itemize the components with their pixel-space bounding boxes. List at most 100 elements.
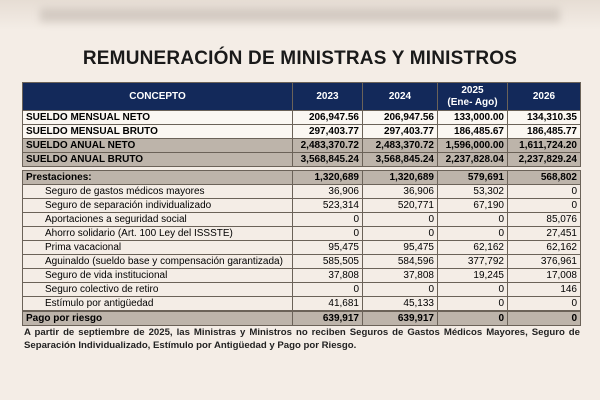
cell-value: 67,190 (437, 198, 508, 213)
cell-value: 520,771 (362, 198, 438, 213)
table-row: Seguro de gastos médicos mayores 36,906 36… (22, 184, 581, 199)
cell-value: 0 (362, 226, 438, 241)
cell-value: 134,310.35 (507, 110, 581, 125)
cell-value: 95,475 (362, 240, 438, 255)
cell-value: 523,314 (292, 198, 363, 213)
cell-value: 45,133 (362, 296, 438, 311)
page-title: REMUNERACIÓN DE MINISTRAS Y MINISTROS (82, 48, 518, 69)
cell-value: 584,596 (362, 254, 438, 269)
table-row: Seguro de separación individualizado 523,… (22, 198, 581, 213)
cell-value: 639,917 (362, 311, 438, 326)
header-row: CONCEPTO 2023 2024 2025 (Ene- Ago) 2026 (22, 82, 581, 111)
cell-value: 1,596,000.00 (437, 138, 508, 153)
table-row: Estímulo por antigüedad 41,681 45,133 0 0 (22, 296, 581, 311)
table-row: SUELDO MENSUAL NETO 206,947.56 206,947.56 1… (22, 110, 581, 125)
row-label: SUELDO ANUAL NETO (22, 138, 293, 153)
header-2024: 2024 (362, 82, 438, 111)
cell-value: 37,808 (292, 268, 363, 283)
cell-value: 37,808 (362, 268, 438, 283)
cell-value: 41,681 (292, 296, 363, 311)
header-2023: 2023 (292, 82, 363, 111)
cell-value: 2,237,829.24 (507, 152, 581, 167)
cell-value: 206,947.56 (292, 110, 363, 125)
cell-value: 0 (507, 311, 581, 326)
cell-value: 585,505 (292, 254, 363, 269)
cell-value: 2,483,370.72 (292, 138, 363, 153)
risk-pay-table: Pago por riesgo 639,917 639,917 0 0 (22, 311, 581, 326)
table-row: Aguinaldo (sueldo base y compensación ga… (22, 254, 581, 269)
cell-value: 639,917 (292, 311, 363, 326)
header-2025-year: 2025 (461, 84, 484, 96)
cell-value: 0 (437, 296, 508, 311)
table-row: SUELDO ANUAL BRUTO 3,568,845.24 3,568,845.… (22, 152, 581, 167)
footnote: A partir de septiembre de 2025, las Mini… (24, 327, 580, 351)
table-row: Ahorro solidario (Art. 100 Ley del ISSST… (22, 226, 581, 241)
row-label: Pago por riesgo (22, 311, 293, 326)
cell-value: 146 (507, 282, 581, 297)
table-row: SUELDO MENSUAL BRUTO 297,403.77 297,403.77… (22, 124, 581, 139)
cell-value: 0 (292, 226, 363, 241)
cell-value: 0 (437, 282, 508, 297)
row-label: Aguinaldo (sueldo base y compensación ga… (22, 254, 293, 269)
table-row: Pago por riesgo 639,917 639,917 0 0 (22, 311, 581, 326)
cell-value: 377,792 (437, 254, 508, 269)
row-label: SUELDO MENSUAL BRUTO (22, 124, 293, 139)
table-row: Prestaciones: 1,320,689 1,320,689 579,691 56… (22, 170, 581, 185)
blurred-header-band (40, 8, 560, 22)
row-label: Prima vacacional (22, 240, 293, 255)
cell-value: 17,008 (507, 268, 581, 283)
cell-value: 568,802 (507, 170, 581, 185)
cell-value: 95,475 (292, 240, 363, 255)
cell-value: 186,485.77 (507, 124, 581, 139)
row-label: SUELDO ANUAL BRUTO (22, 152, 293, 167)
cell-value: 376,961 (507, 254, 581, 269)
cell-value: 186,485.67 (437, 124, 508, 139)
table-row: Prima vacacional 95,475 95,475 62,162 62,162 (22, 240, 581, 255)
cell-value: 0 (292, 282, 363, 297)
cell-value: 0 (507, 184, 581, 199)
header-2025-period: (Ene- Ago) (447, 96, 498, 108)
cell-value: 297,403.77 (292, 124, 363, 139)
cell-value: 1,320,689 (362, 170, 438, 185)
row-label: Ahorro solidario (Art. 100 Ley del ISSST… (22, 226, 293, 241)
cell-value: 0 (437, 212, 508, 227)
cell-value: 297,403.77 (362, 124, 438, 139)
cell-value: 27,451 (507, 226, 581, 241)
cell-value: 36,906 (362, 184, 438, 199)
cell-value: 85,076 (507, 212, 581, 227)
cell-value: 206,947.56 (362, 110, 438, 125)
row-label: Seguro colectivo de retiro (22, 282, 293, 297)
table-row: Aportaciones a seguridad social 0 0 0 85,076 (22, 212, 581, 227)
row-label: Prestaciones: (22, 170, 293, 185)
table-row: Seguro de vida institucional 37,808 37,808… (22, 268, 581, 283)
row-label: Seguro de gastos médicos mayores (22, 184, 293, 199)
cell-value: 0 (507, 296, 581, 311)
header-2026: 2026 (507, 82, 581, 111)
cell-value: 133,000.00 (437, 110, 508, 125)
cell-value: 0 (507, 198, 581, 213)
row-label: Estímulo por antigüedad (22, 296, 293, 311)
cell-value: 36,906 (292, 184, 363, 199)
cell-value: 62,162 (507, 240, 581, 255)
cell-value: 0 (362, 282, 438, 297)
cell-value: 2,483,370.72 (362, 138, 438, 153)
cell-value: 19,245 (437, 268, 508, 283)
cell-value: 0 (437, 226, 508, 241)
cell-value: 0 (437, 311, 508, 326)
cell-value: 1,320,689 (292, 170, 363, 185)
table-row: SUELDO ANUAL NETO 2,483,370.72 2,483,370.7… (22, 138, 581, 153)
cell-value: 2,237,828.04 (437, 152, 508, 167)
cell-value: 62,162 (437, 240, 508, 255)
cell-value: 1,611,724.20 (507, 138, 581, 153)
cell-value: 0 (292, 212, 363, 227)
cell-value: 53,302 (437, 184, 508, 199)
cell-value: 3,568,845.24 (362, 152, 438, 167)
cell-value: 579,691 (437, 170, 508, 185)
row-label: Aportaciones a seguridad social (22, 212, 293, 227)
header-concepto: CONCEPTO (22, 82, 293, 111)
header-2025: 2025 (Ene- Ago) (437, 82, 508, 111)
table-row: Seguro colectivo de retiro 0 0 0 146 (22, 282, 581, 297)
row-label: SUELDO MENSUAL NETO (22, 110, 293, 125)
cell-value: 3,568,845.24 (292, 152, 363, 167)
salary-table: CONCEPTO 2023 2024 2025 (Ene- Ago) 2026 S… (22, 82, 581, 167)
